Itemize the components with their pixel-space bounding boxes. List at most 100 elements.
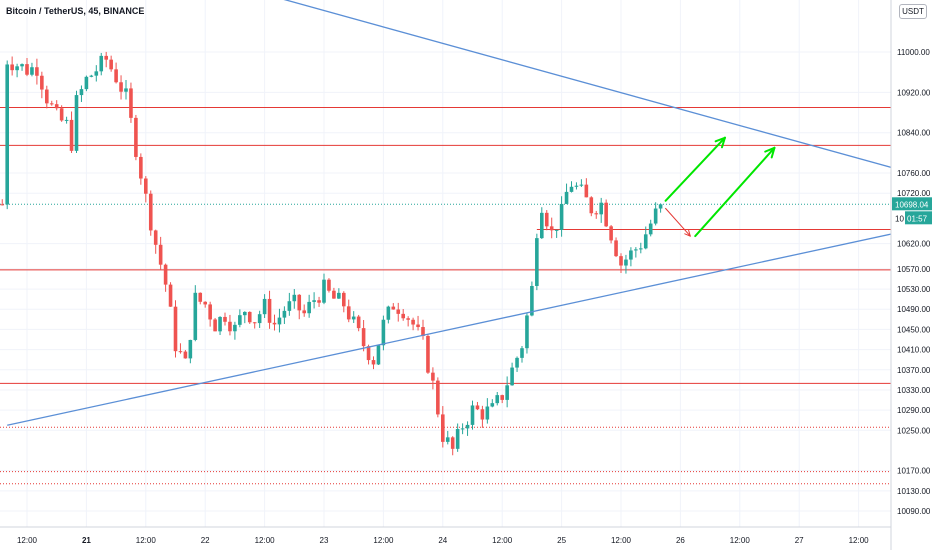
candle-body <box>450 437 455 449</box>
x-tick-label: 12:00 <box>373 536 394 545</box>
y-tick-label: 10490.00 <box>897 305 931 314</box>
y-tick-label: 10920.00 <box>897 88 931 97</box>
candle-body <box>431 372 435 381</box>
y-tick-label: 10570.00 <box>897 265 931 274</box>
candle-body <box>544 212 549 227</box>
candle-body <box>441 414 445 442</box>
grid-lines <box>0 0 891 527</box>
candle-body <box>193 292 198 340</box>
x-tick-label: 23 <box>320 536 329 545</box>
x-tick-label: 12:00 <box>730 536 751 545</box>
horizontal-levels <box>0 106 891 485</box>
candle-body <box>218 316 222 332</box>
symbol-title: Bitcoin / TetherUS, 45, BINANCE <box>6 6 145 16</box>
candle-body <box>59 108 64 121</box>
y-tick-label: 10720.00 <box>897 189 931 198</box>
currency-button[interactable]: USDT <box>899 4 927 19</box>
candle-body <box>376 345 381 365</box>
arrow-head <box>764 146 776 153</box>
candle-body <box>629 250 633 260</box>
candle-body <box>337 292 341 299</box>
time-axis-pane <box>0 527 891 550</box>
candle-body <box>346 306 351 320</box>
countdown-prefix: 10 <box>895 214 904 223</box>
candle-body <box>619 256 623 266</box>
candle-body <box>515 357 519 368</box>
y-tick-label: 10250.00 <box>897 426 931 435</box>
candle-body <box>79 89 84 96</box>
candle-body <box>307 301 311 314</box>
candle-body <box>213 319 217 332</box>
arrow-shaft <box>665 207 691 237</box>
candle-body <box>480 409 485 420</box>
candle-body <box>129 88 133 118</box>
candle-body <box>490 403 495 407</box>
arrow-shaft <box>664 136 726 202</box>
y-tick-label: 11000.00 <box>897 48 930 57</box>
candle-body <box>604 202 608 227</box>
candle-body <box>371 360 376 365</box>
arrow-head <box>720 136 726 149</box>
x-tick-label: 27 <box>795 536 804 545</box>
candle-body <box>104 55 108 60</box>
candle-body <box>426 336 430 373</box>
candle-body <box>302 310 306 314</box>
candle-body <box>5 64 9 205</box>
candle-body <box>198 292 203 302</box>
trendline <box>7 232 894 426</box>
candle-body <box>401 313 405 319</box>
candle-body <box>327 279 331 291</box>
candle-body <box>445 437 450 442</box>
arrow-head <box>714 136 726 143</box>
candle-body <box>648 223 653 235</box>
candle-body <box>658 204 663 209</box>
candle-body <box>366 346 371 361</box>
candle-body <box>247 311 252 323</box>
x-tick-label: 25 <box>557 536 566 545</box>
candle-body <box>153 230 158 245</box>
candle-body <box>535 238 539 286</box>
arrow-shaft <box>694 146 776 238</box>
candle-body <box>114 69 118 83</box>
y-tick-label: 10760.00 <box>897 169 931 178</box>
x-tick-label: 12:00 <box>849 536 870 545</box>
candle-body <box>564 191 569 204</box>
candle-body <box>297 294 302 311</box>
candle-body <box>124 88 128 92</box>
candle-body <box>35 67 39 76</box>
candle-body <box>64 119 69 121</box>
candle-body <box>99 55 104 72</box>
x-tick-label: 12:00 <box>611 536 632 545</box>
candle-body <box>272 322 277 325</box>
candle-body <box>188 339 193 359</box>
arrow-head <box>688 229 691 237</box>
arrow-head <box>770 146 776 159</box>
arrow-head <box>684 233 691 237</box>
candle-body <box>475 405 480 410</box>
candle-body <box>485 406 490 420</box>
candle-body <box>238 315 242 325</box>
projection-arrows <box>664 136 776 238</box>
candle-body <box>495 395 500 404</box>
candle-body <box>361 328 366 347</box>
candle-body <box>267 298 272 323</box>
candle-body <box>25 64 29 75</box>
y-tick-label: 10330.00 <box>897 386 931 395</box>
candle-body <box>282 310 287 318</box>
candle-body <box>252 322 257 324</box>
candle-body <box>569 186 574 192</box>
candle-body <box>332 290 336 299</box>
candle-body <box>148 193 153 231</box>
last-price-badge <box>892 197 932 211</box>
candle-body <box>614 240 618 257</box>
candle-body <box>0 204 5 206</box>
candle-body <box>84 76 89 90</box>
candle-body <box>574 185 579 187</box>
candle-body <box>342 292 346 307</box>
candle-body <box>49 103 54 105</box>
y-tick-label: 10130.00 <box>897 487 931 496</box>
candle-body <box>584 184 589 198</box>
